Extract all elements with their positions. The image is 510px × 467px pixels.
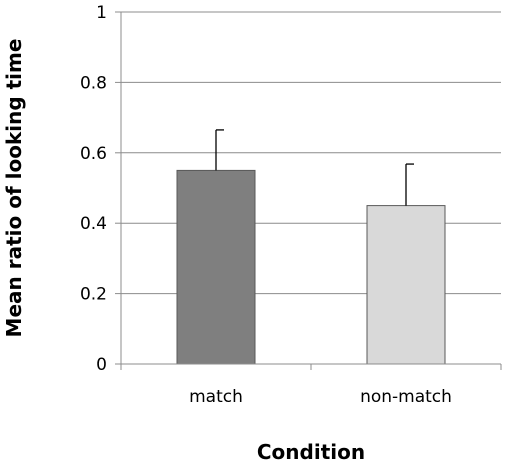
- y-tick-label: 1: [96, 3, 107, 23]
- y-tick-label: 0.6: [80, 144, 107, 164]
- y-axis-title: Mean ratio of looking time: [2, 39, 26, 338]
- y-tick-labels: 0 0.2 0.4 0.6 0.8 1: [80, 3, 107, 375]
- x-tick-label-non-match: non-match: [360, 387, 452, 407]
- bars: [176, 169, 446, 365]
- bar-match: [176, 169, 256, 365]
- axes: [115, 11, 502, 370]
- y-tick-label: 0.2: [80, 285, 107, 305]
- x-axis-title: Condition: [257, 440, 365, 463]
- y-tick-label: 0: [96, 355, 107, 375]
- error-bars: [215, 129, 414, 206]
- x-tick-labels: match non-match: [189, 387, 452, 407]
- y-tick-label: 0.4: [80, 214, 107, 234]
- x-tick-label-match: match: [189, 387, 243, 407]
- bar-non-match: [366, 205, 446, 365]
- y-tick-label: 0.8: [80, 73, 107, 93]
